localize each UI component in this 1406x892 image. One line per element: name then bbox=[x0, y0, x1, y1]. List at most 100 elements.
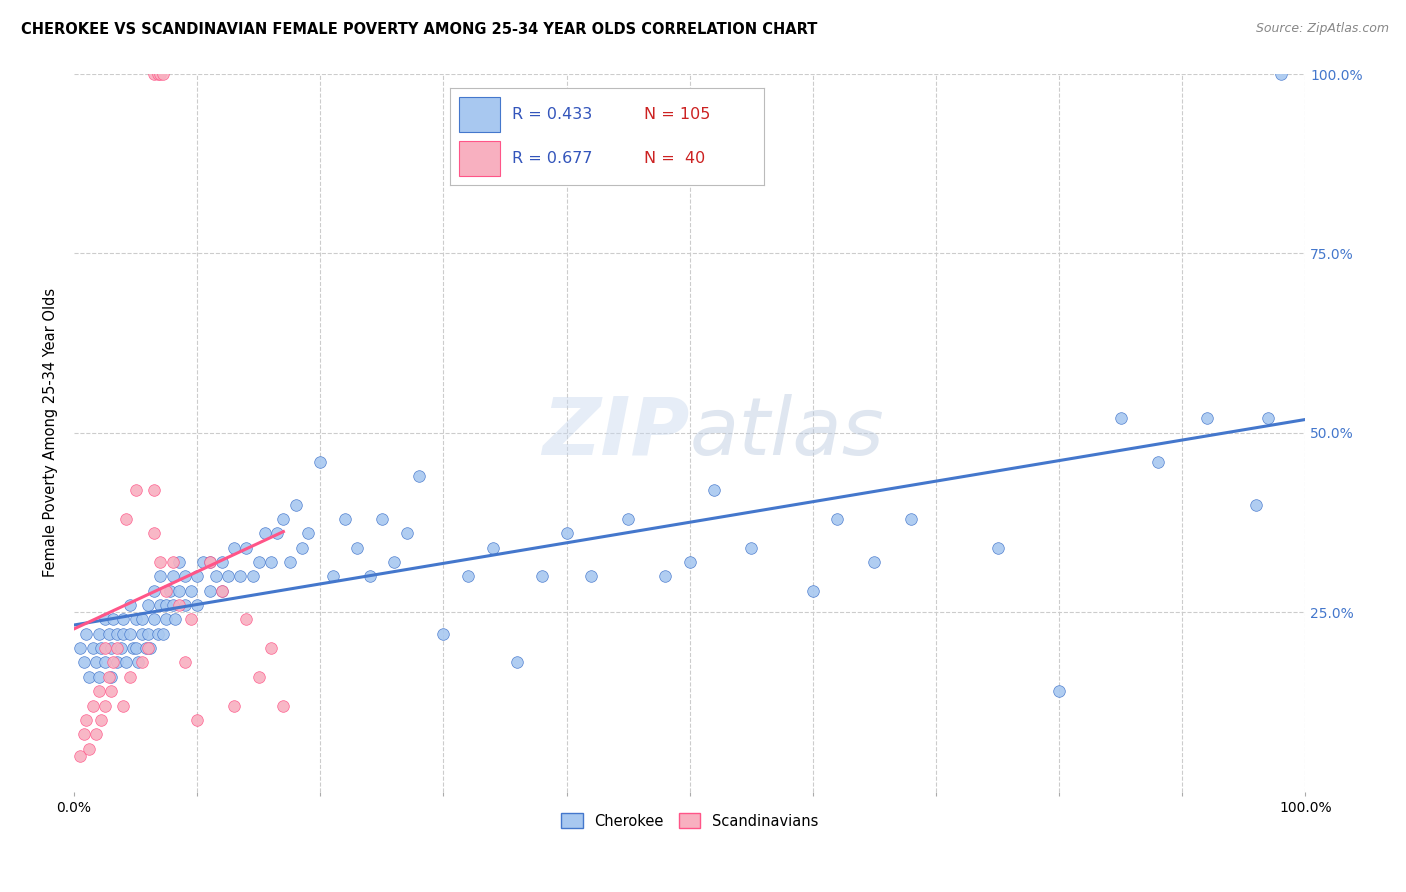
Point bbox=[291, 541, 314, 555]
Point bbox=[118, 670, 141, 684]
Point bbox=[827, 512, 849, 526]
Point bbox=[247, 555, 270, 569]
Point bbox=[253, 526, 276, 541]
Text: CHEROKEE VS SCANDINAVIAN FEMALE POVERTY AMONG 25-34 YEAR OLDS CORRELATION CHART: CHEROKEE VS SCANDINAVIAN FEMALE POVERTY … bbox=[21, 22, 817, 37]
Point bbox=[143, 67, 166, 81]
Point bbox=[90, 713, 112, 727]
Point bbox=[167, 598, 190, 612]
Point bbox=[84, 727, 107, 741]
Point bbox=[90, 641, 112, 656]
Point bbox=[1195, 411, 1218, 425]
Point bbox=[118, 626, 141, 640]
Point bbox=[131, 626, 153, 640]
Point bbox=[679, 555, 702, 569]
Point bbox=[186, 598, 208, 612]
Point bbox=[159, 583, 181, 598]
Point bbox=[242, 569, 264, 583]
Point bbox=[155, 583, 177, 598]
Point bbox=[180, 612, 202, 626]
Point bbox=[900, 512, 922, 526]
Point bbox=[359, 569, 381, 583]
Point bbox=[617, 512, 640, 526]
Point bbox=[174, 598, 197, 612]
Legend: Cherokee, Scandinavians: Cherokee, Scandinavians bbox=[555, 807, 824, 835]
Point bbox=[506, 656, 529, 670]
Point bbox=[110, 641, 132, 656]
Point bbox=[75, 626, 97, 640]
Point bbox=[112, 698, 135, 713]
Point bbox=[217, 569, 239, 583]
Point bbox=[346, 541, 368, 555]
Point bbox=[94, 656, 117, 670]
Point bbox=[69, 641, 91, 656]
Text: atlas: atlas bbox=[690, 393, 884, 472]
Point bbox=[146, 626, 169, 640]
Point bbox=[131, 612, 153, 626]
Point bbox=[1109, 411, 1132, 425]
Point bbox=[309, 454, 332, 468]
Point bbox=[136, 641, 159, 656]
Point bbox=[278, 555, 301, 569]
Point bbox=[146, 67, 169, 81]
Point bbox=[77, 670, 100, 684]
Point bbox=[260, 641, 283, 656]
Point bbox=[97, 670, 120, 684]
Point bbox=[229, 569, 252, 583]
Point bbox=[122, 641, 145, 656]
Point bbox=[131, 656, 153, 670]
Point bbox=[703, 483, 725, 498]
Point bbox=[152, 67, 174, 81]
Text: Source: ZipAtlas.com: Source: ZipAtlas.com bbox=[1256, 22, 1389, 36]
Point bbox=[371, 512, 394, 526]
Point bbox=[863, 555, 886, 569]
Point bbox=[198, 555, 221, 569]
Point bbox=[87, 626, 110, 640]
Point bbox=[139, 641, 162, 656]
Point bbox=[408, 468, 430, 483]
Point bbox=[162, 598, 184, 612]
Point bbox=[987, 541, 1010, 555]
Point bbox=[167, 555, 190, 569]
Point bbox=[103, 656, 125, 670]
Point bbox=[1257, 411, 1279, 425]
Point bbox=[94, 641, 117, 656]
Point bbox=[100, 684, 122, 698]
Point bbox=[73, 656, 96, 670]
Point bbox=[1244, 498, 1267, 512]
Point bbox=[124, 612, 146, 626]
Point bbox=[297, 526, 319, 541]
Point bbox=[149, 555, 172, 569]
Point bbox=[94, 698, 117, 713]
Point bbox=[152, 626, 174, 640]
Point bbox=[284, 498, 307, 512]
Point bbox=[740, 541, 762, 555]
Point bbox=[211, 583, 233, 598]
Point bbox=[260, 555, 283, 569]
Point bbox=[100, 670, 122, 684]
Point bbox=[118, 598, 141, 612]
Point bbox=[97, 626, 120, 640]
Point bbox=[94, 612, 117, 626]
Point bbox=[530, 569, 553, 583]
Point bbox=[134, 641, 156, 656]
Point bbox=[136, 626, 159, 640]
Point bbox=[143, 583, 166, 598]
Point bbox=[114, 656, 136, 670]
Point bbox=[266, 526, 288, 541]
Point bbox=[100, 641, 122, 656]
Point bbox=[87, 684, 110, 698]
Point bbox=[235, 541, 257, 555]
Point bbox=[382, 555, 405, 569]
Point bbox=[198, 555, 221, 569]
Point bbox=[77, 741, 100, 756]
Point bbox=[136, 598, 159, 612]
Point bbox=[654, 569, 676, 583]
Point bbox=[143, 483, 166, 498]
Point bbox=[84, 656, 107, 670]
Point bbox=[82, 641, 104, 656]
Point bbox=[1146, 454, 1168, 468]
Point bbox=[73, 727, 96, 741]
Point bbox=[82, 698, 104, 713]
Point bbox=[174, 656, 197, 670]
Point bbox=[481, 541, 503, 555]
